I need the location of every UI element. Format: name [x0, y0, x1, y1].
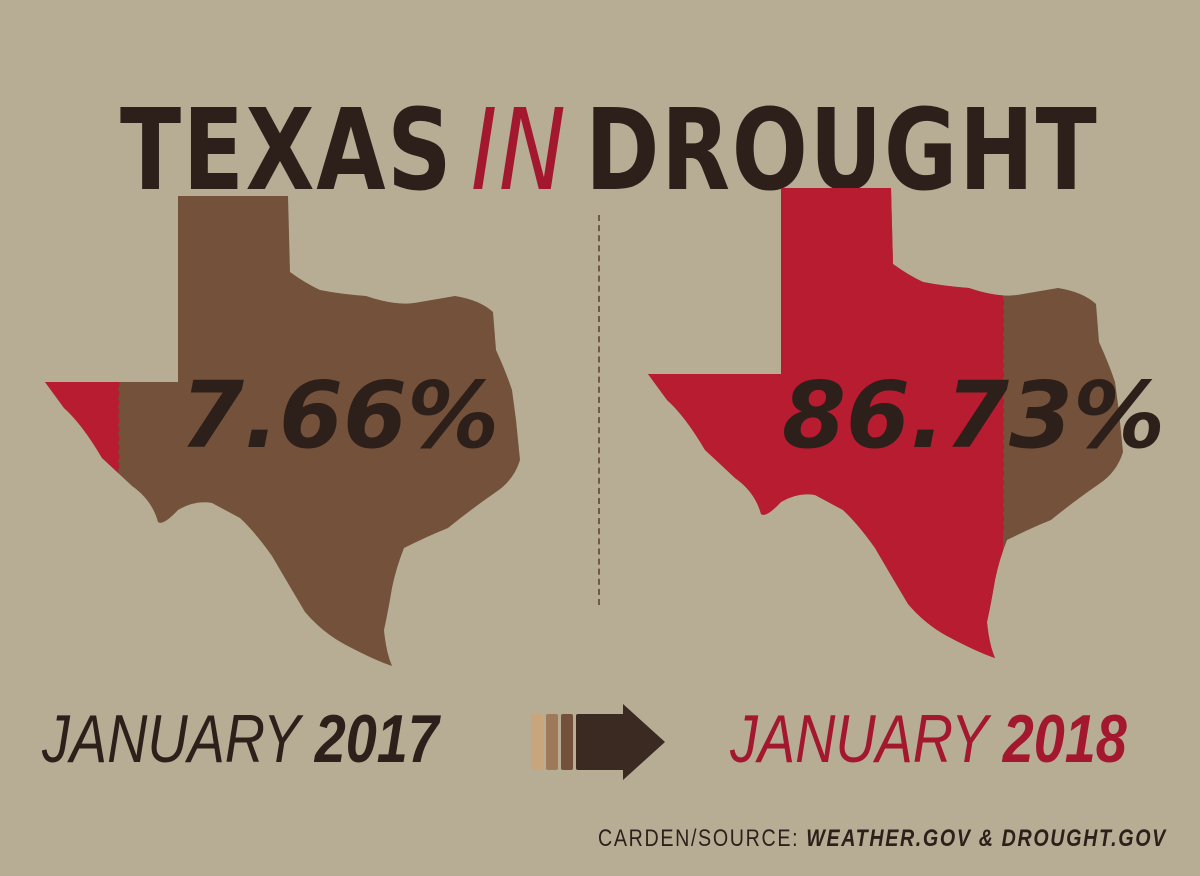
- source-list: WEATHER.GOV & DROUGHT.GOV: [806, 825, 1167, 852]
- panel-divider: [598, 215, 600, 605]
- drought-percent-2017: 7.66%: [180, 362, 500, 469]
- source-prefix: CARDEN/SOURCE:: [598, 825, 800, 852]
- arrow-bar-2: [546, 714, 558, 770]
- date-label-2017: JANUARY 2017: [42, 705, 439, 773]
- drought-percent-2018: 86.73%: [782, 362, 1166, 469]
- arrow-head: [576, 704, 665, 780]
- title-word-in: IN: [470, 86, 568, 217]
- date-label-2018: JANUARY 2018: [730, 705, 1127, 773]
- month-2017: JANUARY: [42, 701, 300, 777]
- year-2017: 2017: [314, 701, 439, 777]
- drought-area-2017: [45, 196, 119, 666]
- title-word-texas: TEXAS: [120, 86, 454, 217]
- page-title: TEXAS IN DROUGHT: [120, 95, 1097, 207]
- month-2018: JANUARY: [730, 701, 988, 777]
- source-credit: CARDEN/SOURCE: WEATHER.GOV & DROUGHT.GOV: [598, 825, 1167, 853]
- year-2018: 2018: [1002, 701, 1127, 777]
- arrow-bar-3: [561, 714, 573, 770]
- arrow-icon: [531, 704, 665, 780]
- arrow-bar-1: [531, 714, 543, 770]
